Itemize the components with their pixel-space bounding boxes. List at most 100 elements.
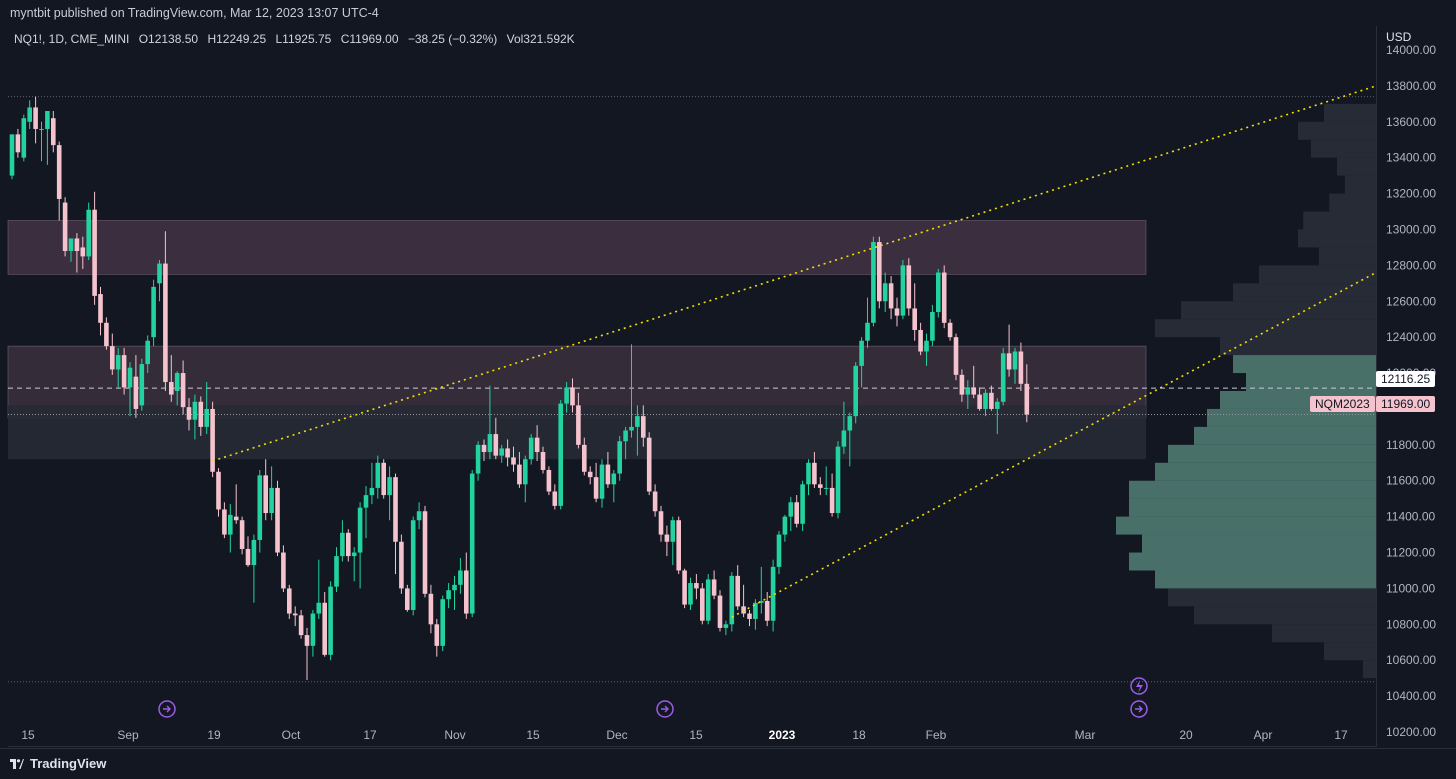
candle-body (115, 355, 121, 370)
candle-body (776, 534, 782, 567)
volume-profile-bar (1168, 588, 1376, 607)
candle-body (865, 322, 870, 341)
candle-body (15, 134, 21, 153)
volume-profile-bar (1142, 534, 1376, 553)
volume-profile-bar (1324, 103, 1376, 122)
candle-body (1018, 351, 1024, 384)
candle-body (847, 416, 853, 431)
time-axis-label: 2023 (769, 728, 796, 742)
candle-body (198, 401, 204, 427)
candle-body (68, 238, 74, 252)
symbol-name[interactable]: NQ1!, 1D, CME_MINI (14, 32, 130, 46)
low-value: L11925.75 (275, 32, 332, 46)
candle-body (823, 487, 829, 489)
candle-body (328, 586, 333, 655)
price-axis-label: 13800.00 (1386, 79, 1436, 93)
candle-body (169, 382, 174, 395)
time-axis-label: Oct (282, 728, 301, 742)
price-axis-label: 11600.00 (1386, 474, 1435, 488)
candle-body (853, 365, 858, 417)
candle-body (989, 392, 994, 409)
candle-body (487, 434, 493, 453)
candle-body (930, 312, 935, 341)
candle-body (859, 340, 864, 366)
time-axis-label: Sep (117, 728, 139, 742)
candle-body (180, 373, 186, 408)
candle-body (523, 459, 528, 485)
candle-body (245, 548, 251, 566)
candle-body (464, 570, 469, 614)
candle-body (965, 387, 971, 395)
price-axis-label: 11800.00 (1386, 438, 1435, 452)
candle-body (304, 635, 310, 646)
candle-body (410, 520, 416, 610)
candle-body (735, 575, 740, 607)
volume-profile-bar (1337, 157, 1376, 176)
candle-body (829, 487, 835, 514)
volume-profile-bar (1233, 283, 1376, 302)
volume-profile-bar (1318, 247, 1376, 266)
candle-body (1006, 353, 1012, 370)
time-axis-label: Apr (1254, 728, 1273, 742)
candle-body (841, 430, 847, 447)
price-axis-label: 10800.00 (1386, 617, 1436, 631)
event-marker-icon (656, 700, 674, 718)
candle-body (623, 430, 628, 442)
candle-body (682, 570, 687, 605)
volume-profile-bar (1233, 355, 1376, 374)
candle-body (888, 283, 894, 309)
candle-body (900, 265, 906, 316)
candle-body (351, 552, 357, 557)
contract-tag: NQM2023 (1310, 396, 1375, 412)
time-axis-label: Mar (1075, 728, 1096, 742)
candle-body (582, 444, 587, 472)
candle-body (458, 570, 463, 585)
volume-profile-bar (1194, 426, 1376, 445)
candle-body (505, 448, 510, 458)
candle-body (770, 566, 776, 621)
candle-body (635, 416, 640, 427)
volume-profile-bar (1298, 229, 1376, 248)
candle-body (416, 511, 422, 521)
candle-body (511, 457, 516, 465)
publish-info: myntbit published on TradingView.com, Ma… (10, 6, 379, 20)
trendline (731, 271, 1377, 618)
candle-body (340, 532, 345, 557)
candle-body (281, 552, 286, 589)
price-axis-label: 10600.00 (1386, 653, 1436, 667)
time-axis-label: 15 (526, 728, 540, 742)
volume-profile-bar (1344, 175, 1376, 194)
candle-body (263, 475, 268, 514)
candle-body (599, 464, 605, 499)
price-axis-label: 13200.00 (1386, 187, 1436, 201)
tradingview-logo[interactable]: TradingView (10, 756, 106, 771)
candle-body (316, 602, 322, 614)
volume-profile-bar (1311, 139, 1376, 158)
candle-body (1024, 383, 1030, 415)
candle-body (782, 516, 788, 535)
candle-body (694, 583, 699, 589)
time-axis-label: Dec (606, 728, 627, 742)
candle-body (163, 263, 168, 383)
price-axis-label: 13000.00 (1386, 222, 1436, 236)
candle-body (269, 487, 274, 514)
candle-body (871, 242, 876, 323)
candle-body (546, 469, 552, 492)
candle-body (729, 575, 735, 625)
lightning-marker-icon (1130, 677, 1148, 695)
candle-body (906, 265, 912, 309)
candle-body (517, 464, 522, 485)
candle-body (971, 387, 976, 395)
candle-body (310, 613, 316, 646)
candle-body (98, 294, 103, 323)
candle-body (287, 588, 292, 614)
candle-body (292, 613, 298, 616)
candle-body (953, 337, 959, 375)
candle-body (894, 308, 900, 316)
candle-body (110, 346, 115, 370)
candle-body (1012, 351, 1018, 370)
candle-body (936, 272, 941, 313)
candle-body (257, 475, 263, 540)
candle-body (251, 539, 257, 566)
